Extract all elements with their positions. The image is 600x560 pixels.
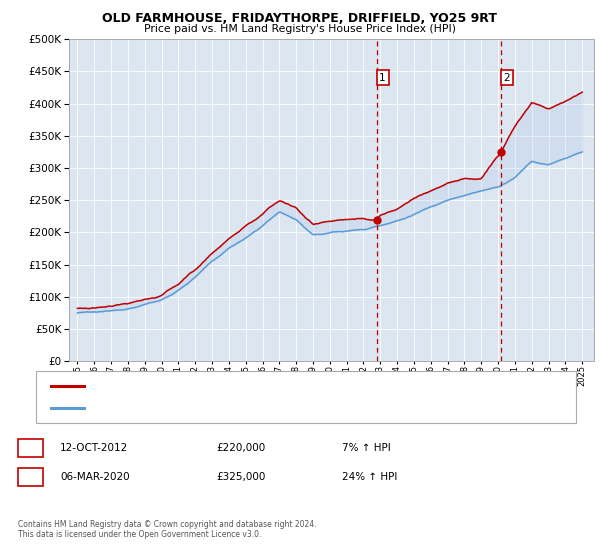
Text: OLD FARMHOUSE, FRIDAYTHORPE, DRIFFIELD, YO25 9RT (detached house): OLD FARMHOUSE, FRIDAYTHORPE, DRIFFIELD, …: [90, 381, 424, 390]
Text: Price paid vs. HM Land Registry's House Price Index (HPI): Price paid vs. HM Land Registry's House …: [144, 24, 456, 34]
Text: 06-MAR-2020: 06-MAR-2020: [60, 472, 130, 482]
Text: 1: 1: [379, 73, 386, 83]
Text: HPI: Average price, detached house, East Riding of Yorkshire: HPI: Average price, detached house, East…: [90, 404, 364, 413]
Text: 2: 2: [27, 472, 34, 482]
Text: Contains HM Land Registry data © Crown copyright and database right 2024.
This d: Contains HM Land Registry data © Crown c…: [18, 520, 317, 539]
Text: £220,000: £220,000: [216, 443, 265, 453]
Text: 2: 2: [503, 73, 510, 83]
Text: 1: 1: [27, 443, 34, 453]
Text: OLD FARMHOUSE, FRIDAYTHORPE, DRIFFIELD, YO25 9RT: OLD FARMHOUSE, FRIDAYTHORPE, DRIFFIELD, …: [103, 12, 497, 25]
Text: £325,000: £325,000: [216, 472, 265, 482]
Text: 7% ↑ HPI: 7% ↑ HPI: [342, 443, 391, 453]
Text: 12-OCT-2012: 12-OCT-2012: [60, 443, 128, 453]
Text: 24% ↑ HPI: 24% ↑ HPI: [342, 472, 397, 482]
